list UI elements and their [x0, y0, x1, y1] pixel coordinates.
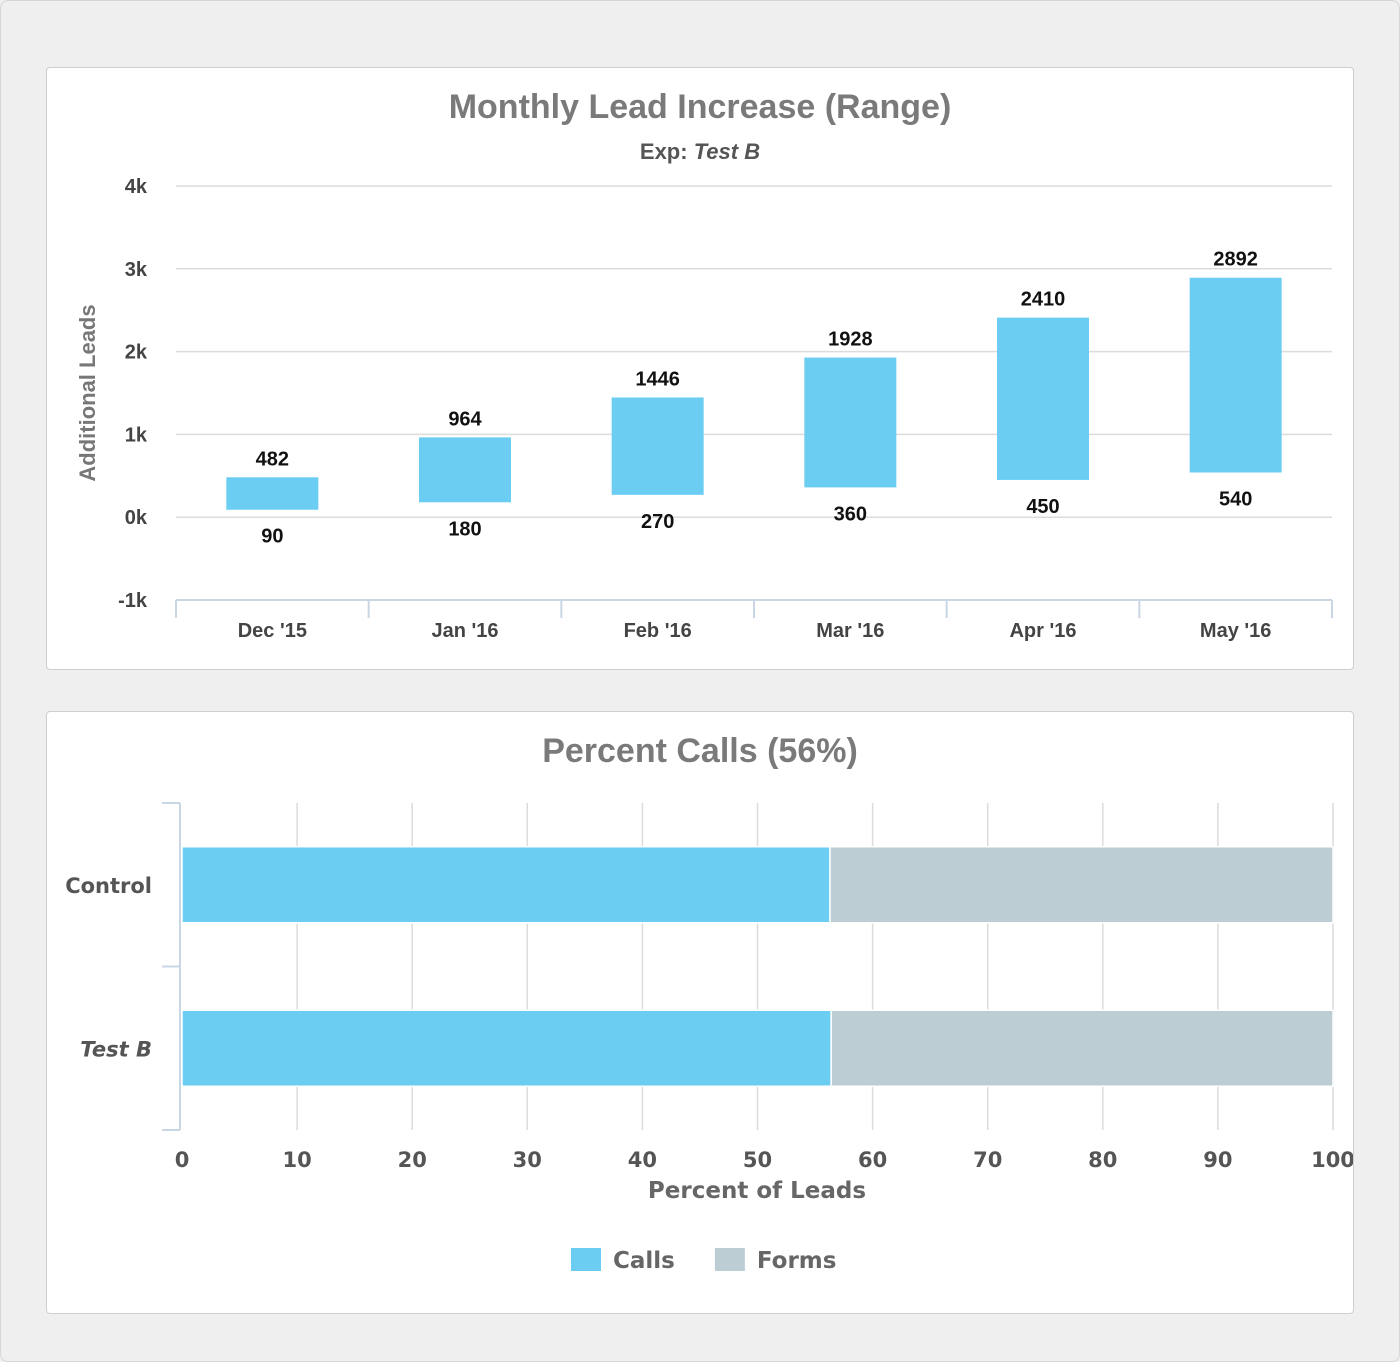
- stacked-bar-segment[interactable]: [830, 1009, 1334, 1087]
- x-tick-label: 70: [973, 1148, 1002, 1172]
- x-tick-label: Mar '16: [816, 620, 884, 642]
- y-tick-label: -1k: [118, 590, 148, 612]
- low-data-label: 180: [448, 518, 481, 540]
- x-tick-label: Feb '16: [624, 620, 692, 642]
- y-axis-title: Additional Leads: [75, 304, 100, 481]
- x-tick-label: 100: [1311, 1148, 1353, 1172]
- stacked-bar-segment[interactable]: [181, 1009, 832, 1087]
- y-tick-label: 1k: [125, 424, 148, 446]
- category-label: Test B: [80, 1037, 152, 1061]
- y-tick-label: 2k: [125, 342, 148, 364]
- legend-label: Calls: [613, 1248, 675, 1274]
- high-data-label: 964: [448, 408, 482, 430]
- high-data-label: 482: [256, 448, 289, 470]
- high-data-label: 2892: [1213, 249, 1258, 271]
- legend-label: Forms: [757, 1248, 837, 1274]
- chart-title: Percent Calls (56%): [542, 732, 858, 770]
- legend-item[interactable]: Forms: [714, 1248, 837, 1274]
- high-data-label: 2410: [1021, 289, 1066, 311]
- range-bar[interactable]: [804, 357, 897, 488]
- x-tick-label: Dec '15: [238, 620, 307, 642]
- subtitle-prefix: Exp:: [640, 139, 694, 164]
- chart-title: Monthly Lead Increase (Range): [449, 88, 952, 126]
- high-data-label: 1446: [635, 368, 680, 390]
- subtitle-experiment: Test B: [694, 139, 761, 164]
- high-data-label: 1928: [828, 329, 873, 351]
- y-tick-label: 3k: [125, 259, 148, 281]
- low-data-label: 270: [641, 511, 674, 533]
- x-tick-label: 50: [743, 1148, 772, 1172]
- x-tick-label: Apr '16: [1009, 620, 1076, 642]
- stacked-bar-segment[interactable]: [829, 846, 1334, 924]
- y-tick-label: 0k: [125, 507, 148, 529]
- x-tick-label: 30: [513, 1148, 542, 1172]
- x-tick-label: 90: [1203, 1148, 1232, 1172]
- low-data-label: 360: [834, 503, 867, 525]
- y-tick-label: 4k: [125, 176, 148, 198]
- x-tick-label: 10: [282, 1148, 311, 1172]
- legend-item[interactable]: Calls: [571, 1248, 675, 1274]
- category-label: Control: [65, 874, 152, 898]
- x-tick-label: 60: [858, 1148, 887, 1172]
- x-axis-title: Percent of Leads: [648, 1178, 866, 1204]
- range-bar[interactable]: [1189, 277, 1282, 473]
- x-tick-label: 0: [175, 1148, 190, 1172]
- range-bar[interactable]: [997, 317, 1089, 480]
- x-tick-label: 40: [628, 1148, 657, 1172]
- low-data-label: 450: [1026, 496, 1059, 518]
- percent-calls-panel: Percent Calls (56%) 0 10 20 30 40 50 60 70 80 90 1…: [46, 711, 1354, 1314]
- legend-swatch: [571, 1248, 601, 1271]
- stacked-bar-segment[interactable]: [181, 846, 831, 924]
- low-data-label: 540: [1219, 488, 1252, 510]
- legend-swatch: [714, 1248, 745, 1271]
- low-data-label: 90: [261, 526, 283, 548]
- x-tick-label: Jan '16: [431, 620, 498, 642]
- range-bar[interactable]: [419, 437, 511, 503]
- lead-increase-chart: Monthly Lead Increase (Range) Exp: Test …: [75, 88, 1333, 642]
- range-bar[interactable]: [226, 477, 319, 510]
- percent-calls-chart: Percent Calls (56%) 0 10 20 30 40 50 60 70 80 90 1…: [65, 732, 1353, 1274]
- x-tick-label: May '16: [1200, 620, 1271, 642]
- x-tick-label: 20: [398, 1148, 427, 1172]
- x-tick-label: 80: [1088, 1148, 1117, 1172]
- chart-subtitle: Exp: Test B: [640, 139, 760, 164]
- lead-increase-panel: Monthly Lead Increase (Range) Exp: Test …: [46, 67, 1354, 670]
- range-bar[interactable]: [611, 397, 704, 495]
